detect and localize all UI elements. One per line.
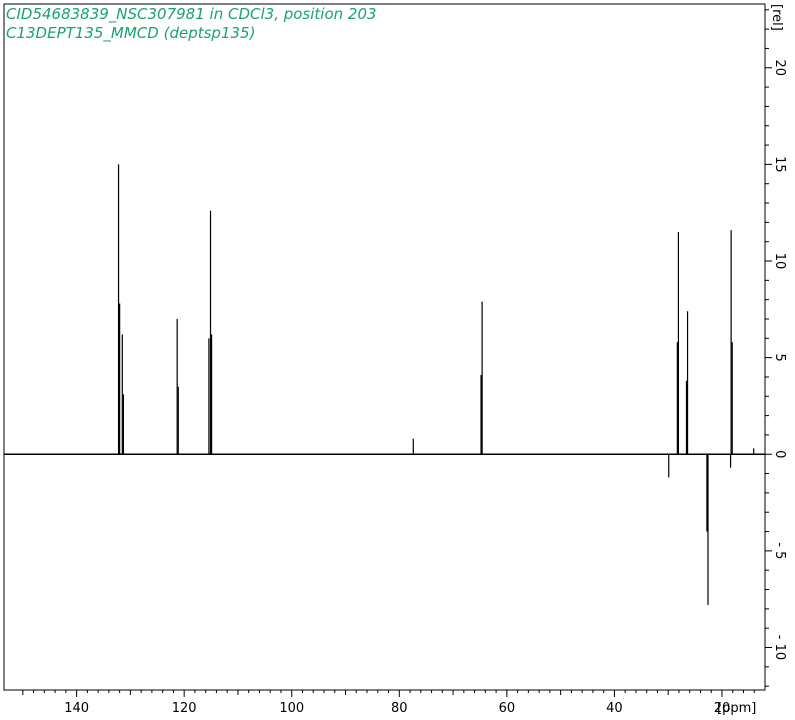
peaks <box>117 164 755 605</box>
y-tick-label: 15 <box>772 156 787 173</box>
y-tick-label: 0 <box>772 450 787 458</box>
y-axis: [rel] 20 15 10 5 0 - 5 - 10 <box>765 4 787 687</box>
x-axis-label: [ppm] <box>717 701 756 716</box>
x-tick-label: 120 <box>172 701 197 716</box>
y-tick-label: - 5 <box>772 542 787 559</box>
spectrum-title: CID54683839_NSC307981 in CDCl3, position… <box>6 5 377 23</box>
x-tick-label: 40 <box>606 701 623 716</box>
y-tick-label: 20 <box>772 59 787 76</box>
x-axis: [ppm] 140 120 100 80 60 40 20 <box>22 690 756 716</box>
x-tick-label: 20 <box>714 701 731 716</box>
y-axis-label: [rel] <box>769 4 784 31</box>
x-tick-label: 60 <box>499 701 516 716</box>
y-tick-label: 10 <box>772 253 787 270</box>
experiment-subtitle: C13DEPT135_MMCD (deptsp135) <box>6 24 256 42</box>
x-tick-label: 80 <box>391 701 408 716</box>
plot-frame <box>3 3 766 691</box>
x-tick-label: 140 <box>64 701 89 716</box>
y-tick-label: 5 <box>772 353 787 361</box>
y-tick-label: - 10 <box>772 635 787 660</box>
x-tick-label: 100 <box>279 701 304 716</box>
